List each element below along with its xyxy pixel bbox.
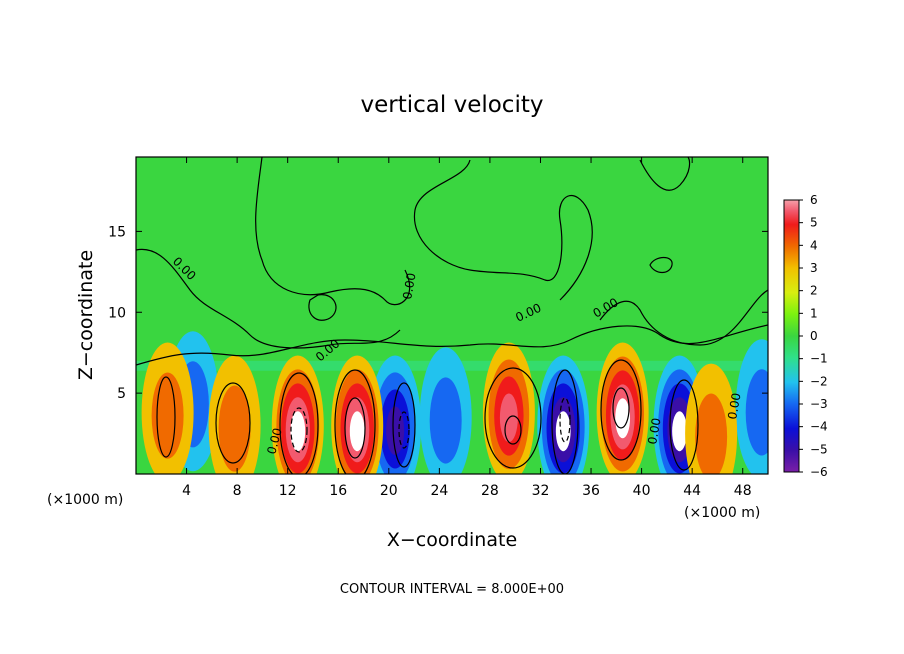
- downdraft-cell: [555, 411, 571, 452]
- colorbar-tick-label: −1: [810, 352, 828, 366]
- contour-dashed: [290, 407, 308, 453]
- contour-cell: [484, 367, 542, 469]
- colorbar: [783, 199, 800, 473]
- downdraft-cell: [672, 411, 687, 452]
- x-unit-left: (×1000 m): [47, 492, 123, 508]
- downdraft-cell: [745, 369, 768, 456]
- x-unit-right: (×1000 m): [684, 505, 760, 521]
- colorbar-ticks: 6 5 4 3 2 1 0 −1 −2 −3 −4 −5 −6: [799, 193, 828, 479]
- contour-inner: [612, 387, 630, 429]
- x-tick-label: 8: [233, 483, 242, 499]
- heatmap-field: [136, 157, 768, 474]
- updraft-cell: [290, 411, 306, 452]
- x-tick-label: 24: [430, 483, 448, 499]
- x-axis-label: X−coordinate: [387, 529, 517, 551]
- colorbar-tick-label: 6: [810, 193, 818, 207]
- colorbar-tick-label: −3: [810, 397, 828, 411]
- chart-title: vertical velocity: [361, 92, 544, 118]
- y-axis: 5 10 15: [108, 224, 768, 402]
- contour-label: 0.00: [725, 392, 743, 421]
- colorbar-tick-label: 3: [810, 261, 818, 275]
- x-tick-label: 44: [683, 483, 701, 499]
- x-axis: 4 8 12 16 20 24 28 32 36 40 44 48: [182, 157, 752, 499]
- x-tick-label: 40: [633, 483, 651, 499]
- colorbar-tick-label: −5: [810, 442, 828, 456]
- contour-inner: [344, 397, 366, 459]
- y-tick-label: 15: [108, 224, 126, 240]
- downdraft-cell: [429, 377, 462, 464]
- colorbar-tick-label: 4: [810, 238, 818, 252]
- y-tick-label: 5: [117, 386, 126, 402]
- contour-zero-line: [413, 159, 593, 301]
- contour-cell: [600, 359, 642, 461]
- x-tick-label: 4: [182, 483, 191, 499]
- colorbar-tick-label: 1: [810, 306, 818, 320]
- x-tick-label: 48: [734, 483, 752, 499]
- contour-inner: [504, 415, 522, 445]
- contour-cell: [334, 369, 376, 474]
- updraft-cell: [615, 398, 631, 439]
- plot-frame: [135, 156, 769, 475]
- contour-closed: [308, 294, 337, 321]
- y-tick-label: 10: [108, 305, 126, 321]
- contour-cell: [279, 372, 319, 474]
- updraft-cell: [218, 385, 251, 472]
- contour-cell: [392, 382, 416, 468]
- contour-cell: [156, 376, 176, 458]
- contour-cell: [215, 382, 251, 464]
- updraft-cell: [151, 372, 184, 459]
- contour-cell: [669, 379, 699, 471]
- y-axis-label: Z−coordinate: [75, 250, 97, 380]
- colorbar-tick-label: 2: [810, 284, 818, 298]
- colorbar-tick-label: −2: [810, 374, 828, 388]
- contour-dashed: [559, 397, 571, 443]
- contour-zero-line: [599, 289, 768, 346]
- colorbar-tick-label: −4: [810, 420, 828, 434]
- contour-label: 0.00: [645, 417, 663, 446]
- x-tick-label: 36: [582, 483, 600, 499]
- contour-zero-line: [639, 157, 691, 191]
- contour-label: 0.00: [264, 426, 284, 455]
- x-tick-label: 16: [329, 483, 347, 499]
- contour-interval-note: CONTOUR INTERVAL = 8.000E+00: [340, 582, 564, 597]
- colorbar-tick-label: 5: [810, 216, 818, 230]
- x-tick-label: 28: [481, 483, 499, 499]
- contour-zero-line: [255, 157, 411, 306]
- colorbar-tick-label: −6: [810, 465, 828, 479]
- x-tick-label: 12: [279, 483, 297, 499]
- colorbar-tick-label: 0: [810, 329, 818, 343]
- contour-zero-line: [136, 248, 401, 349]
- contour-label: 0.00: [400, 272, 418, 301]
- contour-zero-line: [136, 324, 768, 366]
- contour-lines: [136, 157, 768, 474]
- contour-dashed: [398, 411, 410, 449]
- x-tick-label: 20: [380, 483, 398, 499]
- contour-cell: [551, 369, 579, 474]
- x-tick-label: 32: [532, 483, 550, 499]
- updraft-cell: [695, 393, 728, 474]
- contour-closed: [649, 256, 673, 274]
- updraft-cell: [349, 411, 365, 452]
